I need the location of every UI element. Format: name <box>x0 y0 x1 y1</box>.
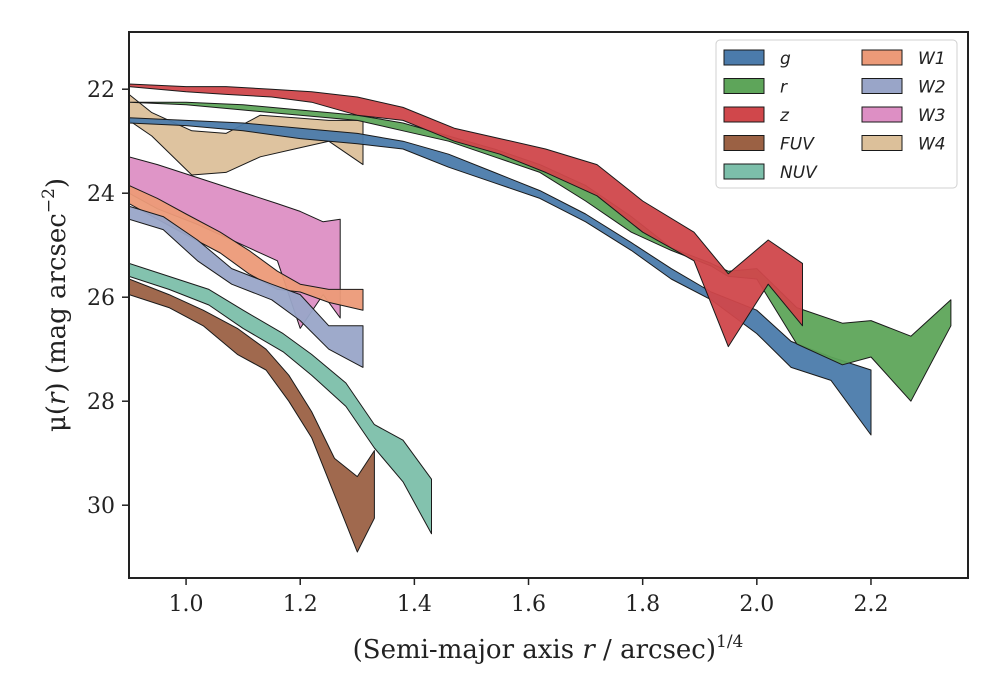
band-nuv <box>129 262 432 535</box>
legend-label-w4: W4 <box>918 135 946 155</box>
legend-label-w3: W3 <box>918 106 946 126</box>
x-tick-label: 1.2 <box>283 592 318 617</box>
axes <box>128 31 969 579</box>
legend-label-r: r <box>780 78 788 98</box>
legend-swatch-w1 <box>861 49 903 66</box>
legend-swatch-w2 <box>861 78 903 94</box>
ticks: 1.0 1.2 1.4 1.6 1.8 2.0 2.2 22 24 26 28 30 <box>87 78 888 617</box>
legend-swatch-w4 <box>861 135 903 151</box>
legend: grz FUV NUV W1 W2 W3 W4 <box>715 39 958 189</box>
legend-label-g: g <box>780 49 791 69</box>
y-tick-label: 30 <box>87 494 115 519</box>
x-tick-label: 1.8 <box>625 592 660 617</box>
band-z <box>129 83 803 348</box>
y-axis-label: μ(r) (mag arcsec−2) <box>39 178 72 432</box>
legend-label-w1: W1 <box>918 49 946 69</box>
legend-label-z: z <box>779 106 790 126</box>
legend-swatch-g <box>723 49 765 66</box>
y-tick-label: 24 <box>87 182 115 207</box>
band-fuv <box>129 278 375 553</box>
legend-swatch-nuv <box>723 163 765 180</box>
band-w2 <box>129 205 364 368</box>
legend-swatch-fuv <box>723 135 765 151</box>
plot-frame <box>128 31 969 579</box>
y-tick-label: 26 <box>87 286 115 311</box>
y-tick-label: 28 <box>87 390 115 415</box>
legend-label-w2: W2 <box>918 78 946 98</box>
x-tick-label: 1.0 <box>169 592 204 617</box>
x-tick-label: 1.6 <box>511 592 546 617</box>
legend-swatch-r <box>723 78 765 94</box>
legend-label-nuv: NUV <box>780 163 818 183</box>
x-tick-label: 2.0 <box>739 592 774 617</box>
legend-swatch-w3 <box>861 106 903 123</box>
band-w4 <box>129 93 364 176</box>
x-tick-label: 2.2 <box>853 592 888 617</box>
band-g <box>129 117 872 436</box>
legend-label-fuv: FUV <box>780 135 815 155</box>
data-bands <box>129 83 952 553</box>
x-tick-label: 1.4 <box>397 592 432 617</box>
x-axis-label: (Semi-major axis r / arcsec)1/4 <box>353 632 744 665</box>
y-tick-label: 22 <box>87 78 115 103</box>
legend-swatch-z <box>723 106 765 123</box>
